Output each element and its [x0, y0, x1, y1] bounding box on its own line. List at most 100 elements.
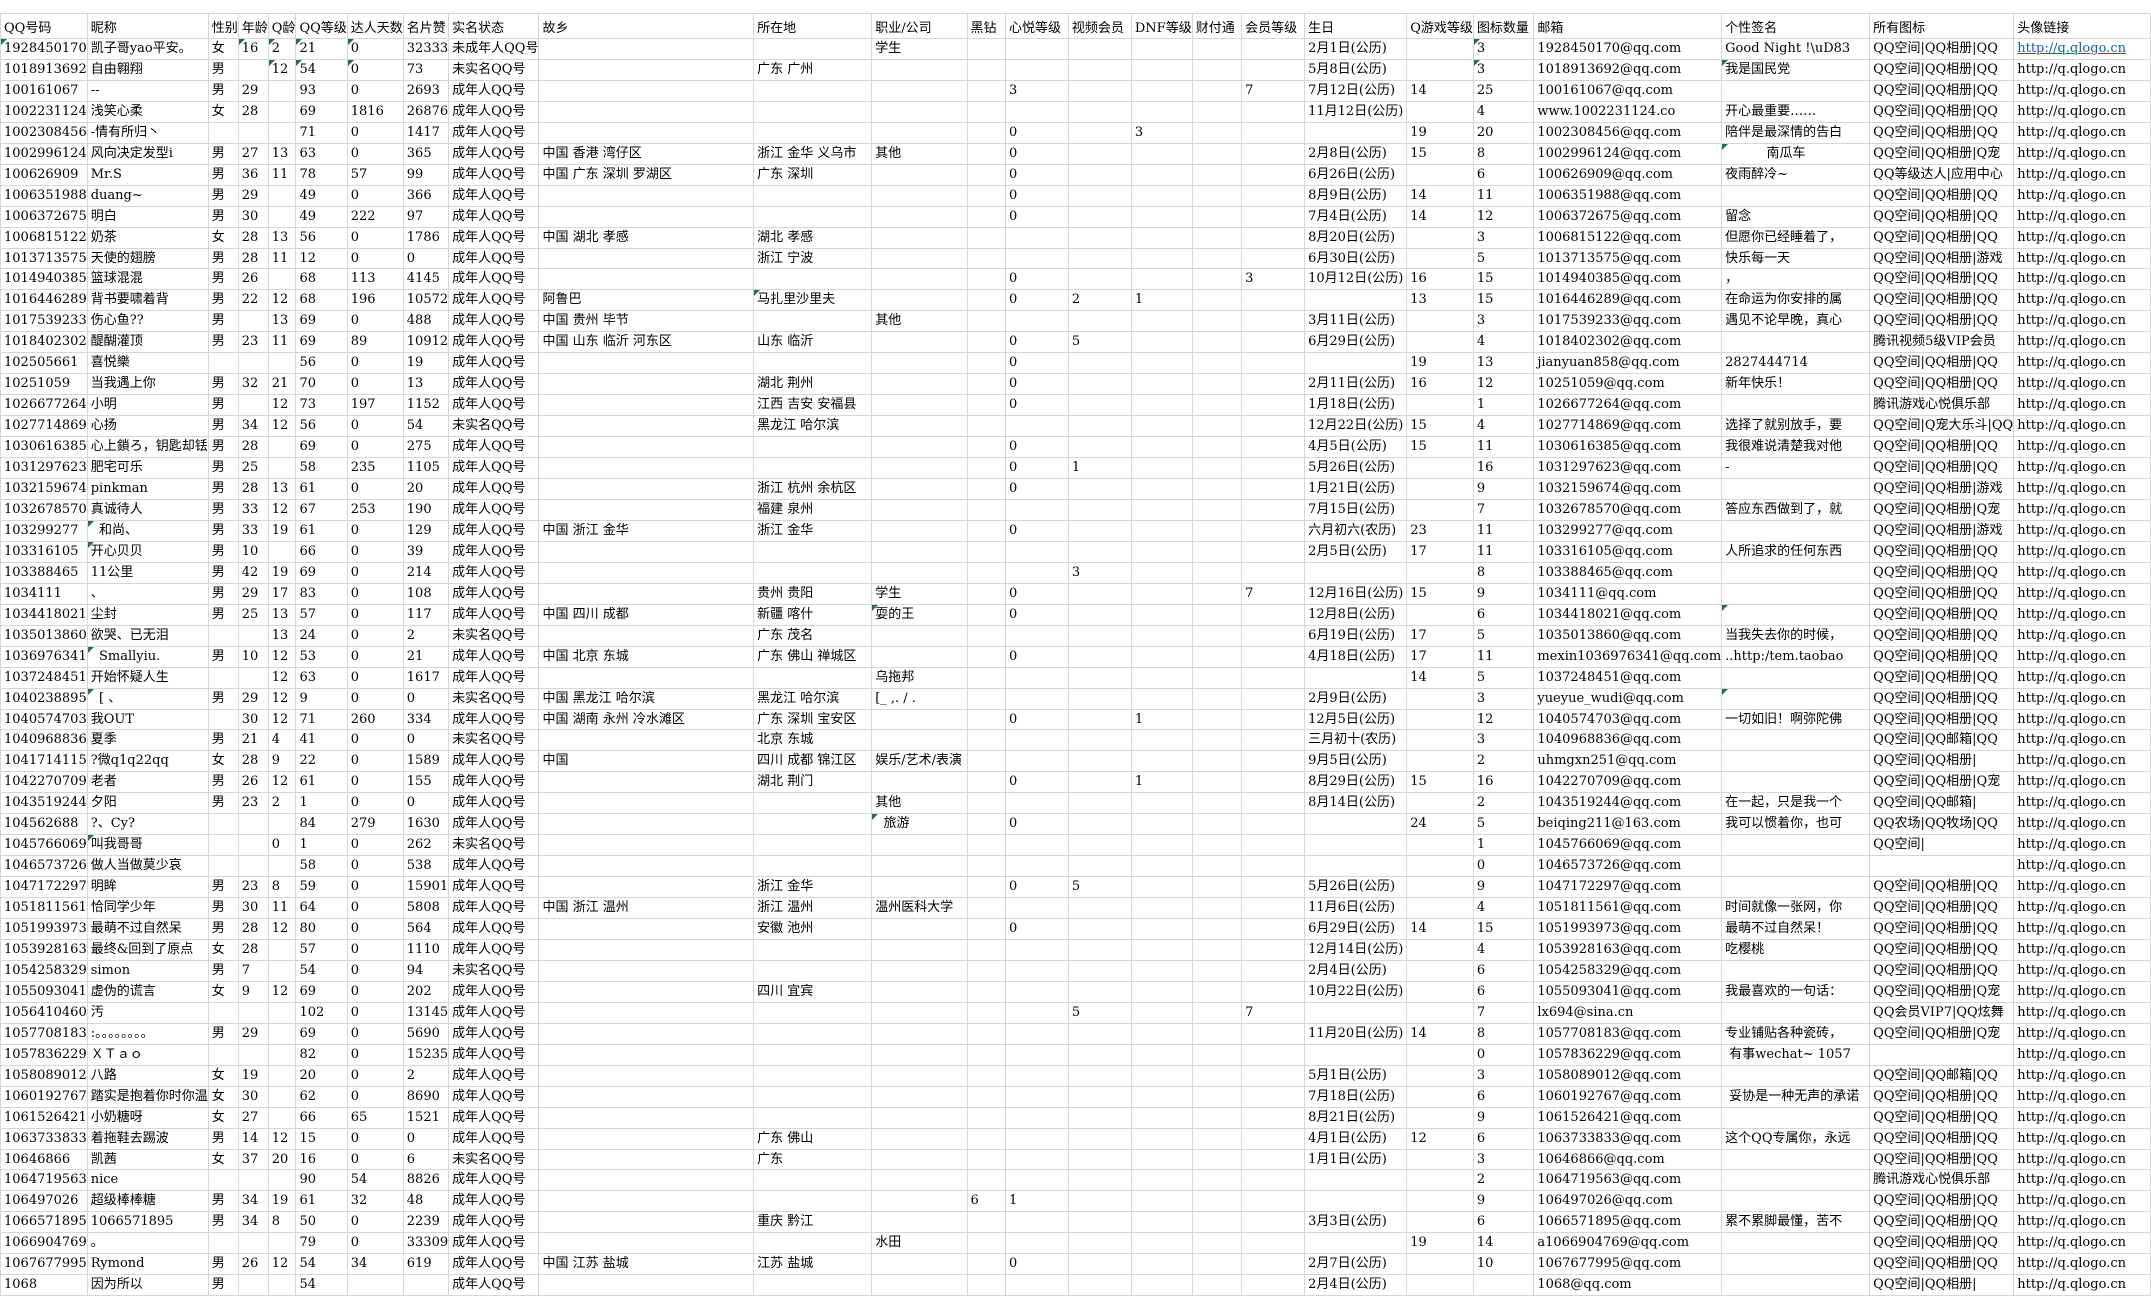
cell[interactable]: 1	[1472, 834, 1535, 857]
cell[interactable]: 15	[1406, 771, 1474, 794]
cell[interactable]	[1241, 959, 1306, 982]
cell[interactable]: 197	[346, 394, 404, 417]
cell[interactable]	[1067, 79, 1132, 102]
cell[interactable]: 选择了就别放手，要	[1721, 415, 1871, 438]
column-header[interactable]: DNF等级	[1130, 13, 1193, 39]
cell[interactable]	[538, 959, 755, 982]
cell[interactable]: 成年人QQ号	[448, 352, 540, 375]
cell[interactable]: 1152	[402, 394, 450, 417]
cell[interactable]	[1067, 582, 1132, 605]
column-header[interactable]: 昵称	[86, 13, 209, 39]
cell[interactable]: 1040574703@qq.com	[1533, 708, 1723, 731]
cell[interactable]: 1031297623@qq.com	[1533, 457, 1723, 480]
cell[interactable]: 89	[346, 331, 404, 354]
cell[interactable]: 自由翱翔	[86, 58, 209, 81]
cell[interactable]: beiqing211@163.com	[1533, 813, 1723, 836]
cell[interactable]	[1721, 603, 1871, 626]
avatar-link-cell[interactable]: http://q.qlogo.cn	[2013, 1085, 2151, 1108]
cell[interactable]: 1006351988	[0, 184, 88, 207]
cell[interactable]	[237, 394, 269, 417]
cell[interactable]: 2月4日(公历)	[1304, 959, 1408, 982]
cell[interactable]: 成年人QQ号	[448, 1106, 540, 1129]
avatar-link-cell[interactable]: http://q.qlogo.cn	[2013, 38, 2151, 60]
cell[interactable]	[871, 121, 968, 144]
cell[interactable]	[871, 519, 968, 542]
cell[interactable]: 成年人QQ号	[448, 310, 540, 333]
cell[interactable]	[1130, 1274, 1193, 1296]
cell[interactable]: 成年人QQ号	[448, 876, 540, 899]
cell[interactable]	[1191, 687, 1243, 710]
cell[interactable]: 成年人QQ号	[448, 79, 540, 102]
cell[interactable]: 中国 广东 深圳 罗湖区	[538, 163, 755, 186]
cell[interactable]	[1304, 561, 1408, 584]
avatar-link-cell[interactable]: http://q.qlogo.cn	[2013, 897, 2151, 920]
cell[interactable]	[1406, 38, 1474, 60]
cell[interactable]	[538, 729, 755, 752]
cell[interactable]: 4	[1472, 331, 1535, 354]
cell[interactable]: 这个QQ专属你，永远	[1721, 1127, 1871, 1150]
cell[interactable]	[1241, 1085, 1306, 1108]
cell[interactable]	[1721, 519, 1871, 542]
cell[interactable]	[753, 268, 873, 291]
cell[interactable]	[1241, 729, 1306, 752]
cell[interactable]: 56	[295, 352, 348, 375]
cell[interactable]	[1067, 184, 1132, 207]
cell[interactable]: 成年人QQ号	[448, 855, 540, 878]
cell[interactable]: 广东	[753, 1148, 873, 1171]
cell[interactable]	[871, 373, 968, 396]
cell[interactable]: 2月7日(公历)	[1304, 1253, 1408, 1276]
cell[interactable]: QQ空间|QQ相册|	[1869, 750, 2015, 773]
cell[interactable]	[207, 624, 239, 647]
cell[interactable]: 16	[237, 38, 269, 60]
cell[interactable]: 1061526421@qq.com	[1533, 1106, 1723, 1129]
cell[interactable]: 73	[402, 58, 450, 81]
cell[interactable]	[1067, 247, 1132, 270]
cell[interactable]: 1105	[402, 457, 450, 480]
cell[interactable]: QQ空间|QQ相册|QQ	[1869, 436, 2015, 459]
avatar-link-cell[interactable]: http://q.qlogo.cn	[2013, 855, 2151, 878]
cell[interactable]: 1043519244@qq.com	[1533, 792, 1723, 815]
cell[interactable]: 奶茶	[86, 226, 209, 249]
cell[interactable]	[1004, 624, 1069, 647]
cell[interactable]: 5808	[402, 897, 450, 920]
cell[interactable]: 成年人QQ号	[448, 163, 540, 186]
cell[interactable]: 84	[295, 813, 348, 836]
cell[interactable]: 11	[267, 897, 297, 920]
cell[interactable]	[1241, 58, 1306, 81]
cell[interactable]: 我很难说清楚我对他	[1721, 436, 1871, 459]
cell[interactable]	[1406, 457, 1474, 480]
cell[interactable]: 4	[1472, 100, 1535, 123]
avatar-link-cell[interactable]: http://q.qlogo.cn	[2013, 980, 2151, 1003]
cell[interactable]	[1191, 1190, 1243, 1213]
cell[interactable]: 19	[267, 561, 297, 584]
cell[interactable]: 100626909	[0, 163, 88, 186]
cell[interactable]: 1046573726	[0, 855, 88, 878]
cell[interactable]: 成年人QQ号	[448, 1085, 540, 1108]
cell[interactable]: 10月22日(公历)	[1304, 980, 1408, 1003]
cell[interactable]: 7	[1472, 1001, 1535, 1024]
cell[interactable]: 0	[346, 980, 404, 1003]
cell[interactable]: 1034418021	[0, 603, 88, 626]
cell[interactable]	[237, 1169, 269, 1192]
cell[interactable]	[1241, 205, 1306, 228]
cell[interactable]: 3月11日(公历)	[1304, 310, 1408, 333]
cell[interactable]: 90	[295, 1169, 348, 1192]
cell[interactable]	[1067, 268, 1132, 291]
cell[interactable]: 66	[295, 540, 348, 563]
cell[interactable]: 106497026@qq.com	[1533, 1190, 1723, 1213]
cell[interactable]	[1067, 394, 1132, 417]
cell[interactable]: 温州医科大学	[871, 897, 968, 920]
cell[interactable]: 0	[1004, 373, 1069, 396]
cell[interactable]: Mr.S	[86, 163, 209, 186]
cell[interactable]: 334	[402, 708, 450, 731]
cell[interactable]	[1721, 1001, 1871, 1024]
cell[interactable]	[871, 1148, 968, 1171]
cell[interactable]: 男	[207, 142, 239, 165]
cell[interactable]: 0	[346, 1127, 404, 1150]
avatar-link-cell[interactable]: http://q.qlogo.cn	[2013, 1169, 2151, 1192]
cell[interactable]	[1130, 959, 1193, 982]
cell[interactable]: 54	[402, 415, 450, 438]
cell[interactable]: 12	[267, 289, 297, 312]
cell[interactable]	[1191, 792, 1243, 815]
cell[interactable]: 54	[295, 58, 348, 81]
